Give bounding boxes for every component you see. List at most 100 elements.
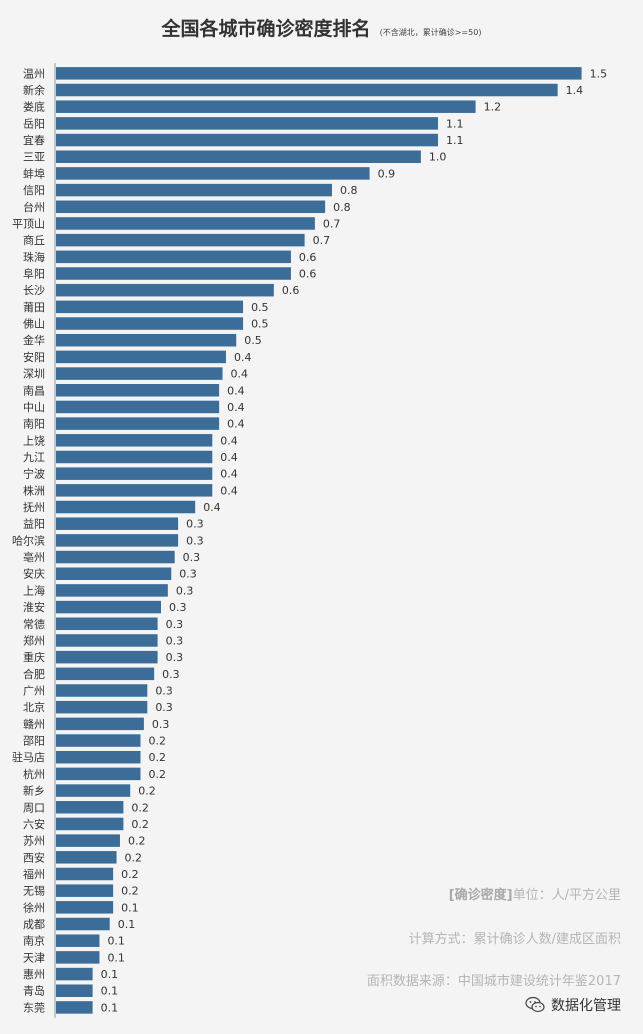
category-label: 新余: [23, 83, 45, 97]
data-label: 1.5: [590, 67, 608, 80]
bar: [56, 700, 148, 714]
category-label: 青岛: [23, 984, 45, 998]
bar: [56, 267, 291, 280]
category-label: 赣州: [23, 717, 45, 731]
category-label: 南京: [23, 934, 45, 948]
data-label: 1.4: [566, 84, 584, 97]
bar: [56, 617, 158, 631]
data-label: 0.5: [244, 334, 262, 347]
bar: [56, 200, 326, 214]
bar: [56, 217, 315, 230]
category-label: 广州: [23, 685, 45, 698]
bar: [56, 934, 100, 947]
bar: [56, 734, 141, 747]
data-label: 0.3: [186, 534, 204, 547]
brand-watermark: 数据化管理: [525, 995, 621, 1015]
bar: [56, 283, 274, 297]
data-label: 0.2: [138, 785, 156, 798]
data-label: 0.2: [148, 735, 166, 748]
chart-title-block: 全国各城市确诊密度排名 (不含湖北，累计确诊>=50): [0, 14, 643, 41]
data-label: 0.4: [220, 484, 238, 497]
bar: [56, 400, 220, 414]
category-label: 西安: [23, 850, 45, 864]
category-label: 莆田: [23, 301, 45, 314]
bar: [56, 333, 237, 347]
bar: [56, 133, 438, 147]
data-label: 0.6: [299, 268, 317, 281]
bar: [56, 117, 438, 130]
category-label: 亳州: [23, 550, 45, 564]
data-label: 0.7: [323, 217, 341, 230]
category-label: 平顶山: [12, 217, 45, 230]
category-label: 成都: [23, 918, 45, 931]
category-label: 南阳: [23, 418, 45, 431]
data-label: 1.2: [484, 101, 502, 114]
bar: [56, 467, 213, 480]
category-label: 益阳: [23, 517, 45, 531]
category-label: 无锡: [23, 884, 45, 898]
bar: [56, 384, 220, 397]
bar: [56, 767, 141, 781]
bar: [56, 150, 421, 163]
unit-text: 单位：人/平方公里: [512, 888, 621, 903]
data-label: 0.1: [101, 1001, 119, 1014]
category-label: 株洲: [23, 483, 45, 497]
category-label: 台州: [23, 200, 45, 214]
category-label: 福州: [23, 867, 45, 881]
data-label: 0.4: [227, 418, 245, 431]
bar: [56, 250, 291, 264]
bar: [56, 317, 244, 330]
data-label: 0.4: [203, 501, 221, 514]
unit-prefix: [确诊密度]: [448, 888, 513, 903]
data-label: 0.2: [125, 851, 143, 864]
data-label: 0.4: [227, 384, 245, 397]
category-label: 三亚: [23, 151, 45, 164]
bar: [56, 784, 131, 797]
category-label: 淮安: [23, 600, 45, 614]
category-label: 哈尔滨: [12, 533, 45, 547]
brand-name: 数据化管理: [551, 998, 621, 1014]
data-label: 0.3: [162, 668, 180, 681]
bar: [56, 967, 93, 981]
category-label: 宜春: [23, 133, 45, 147]
category-label: 九江: [23, 451, 45, 464]
bar: [56, 550, 175, 564]
bar: [56, 650, 158, 664]
category-label: 新乡: [23, 784, 45, 798]
category-label: 驻马店: [12, 750, 45, 764]
bar: [56, 750, 141, 764]
bar: [56, 817, 124, 831]
category-label: 邵阳: [23, 735, 45, 748]
category-label: 长沙: [23, 284, 45, 297]
category-label: 杭州: [23, 767, 45, 781]
data-label: 1.1: [446, 134, 464, 147]
bar: [56, 434, 213, 447]
category-label: 合肥: [23, 667, 45, 681]
category-label: 温州: [23, 67, 45, 80]
data-label: 0.4: [220, 451, 238, 464]
wechat-icon: [525, 996, 545, 1013]
data-label: 0.9: [378, 167, 396, 180]
category-label: 常德: [23, 617, 45, 631]
bar: [56, 350, 226, 364]
category-label: 抚州: [23, 500, 45, 514]
category-label: 岳阳: [23, 117, 45, 130]
data-label: 0.4: [220, 434, 238, 447]
bar: [56, 634, 158, 647]
data-label: 0.5: [251, 301, 269, 314]
data-label: 0.3: [169, 601, 187, 614]
method-note: 计算方式：累计确诊人数/建成区面积: [408, 932, 621, 947]
data-label: 0.2: [121, 868, 138, 881]
chart-subtitle: (不含湖北，累计确诊>=50): [379, 28, 482, 37]
data-label: 0.1: [107, 951, 125, 964]
bar: [56, 233, 305, 247]
category-label: 北京: [23, 700, 45, 714]
bar: [56, 584, 168, 597]
data-label: 0.2: [148, 751, 166, 764]
data-label: 0.8: [340, 184, 358, 197]
data-label: 0.1: [121, 901, 138, 914]
bar: [56, 517, 179, 530]
data-label: 0.6: [299, 251, 317, 264]
